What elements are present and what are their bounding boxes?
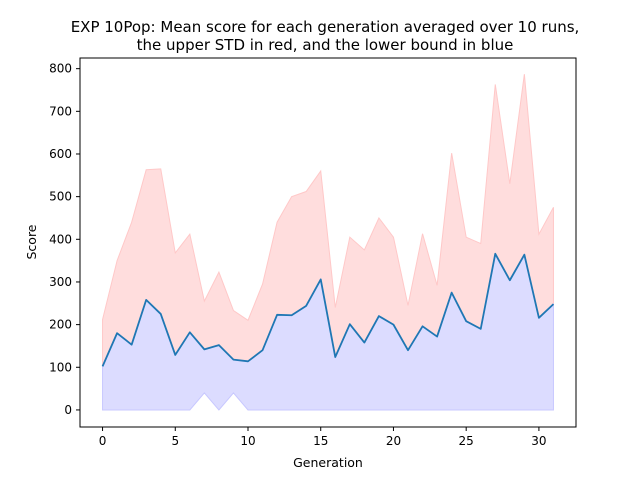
x-axis-label: Generation: [293, 455, 363, 470]
y-tick-label: 100: [49, 360, 72, 374]
x-tick-label: 0: [99, 434, 107, 448]
y-tick-label: 800: [49, 62, 72, 76]
x-tick-label: 20: [386, 434, 401, 448]
y-tick-label: 700: [49, 104, 72, 118]
plot-area: [101, 74, 555, 411]
y-axis: 0 100 200 300 400 500 600 700 800: [49, 62, 80, 417]
chart-title-line-2: the upper STD in red, and the lower boun…: [137, 36, 514, 54]
y-tick-label: 400: [49, 232, 72, 246]
x-axis: 0 5 10 15 20 25 30: [99, 427, 547, 448]
x-tick-label: 25: [459, 434, 474, 448]
x-tick-label: 10: [240, 434, 255, 448]
x-tick-label: 15: [313, 434, 328, 448]
y-tick-label: 300: [49, 275, 72, 289]
y-tick-label: 200: [49, 318, 72, 332]
x-tick-label: 5: [171, 434, 179, 448]
x-tick-label: 30: [531, 434, 546, 448]
y-axis-label: Score: [24, 224, 39, 259]
chart-title-line-1: EXP 10Pop: Mean score for each generatio…: [71, 18, 580, 36]
plot-frame: [79, 57, 577, 428]
y-tick-label: 500: [49, 190, 72, 204]
y-tick-label: 0: [64, 403, 72, 417]
mean-score-line: [101, 252, 555, 367]
y-tick-label: 600: [49, 147, 72, 161]
